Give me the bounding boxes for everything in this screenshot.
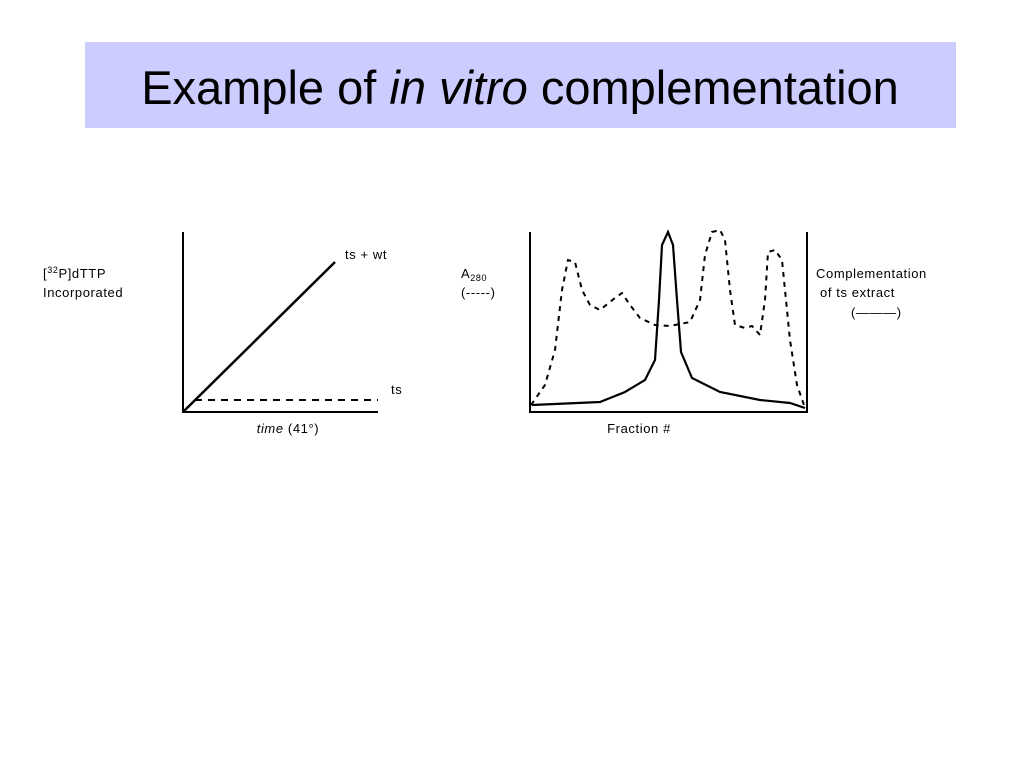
left-diagram: [32P]dTTP Incorporated ts + wt ts time (…	[43, 232, 402, 436]
superscript: 32	[47, 265, 58, 275]
left-label: A280	[461, 266, 487, 283]
dashed-curve	[530, 228, 806, 409]
x-label: time (41°)	[257, 421, 320, 436]
solid-line	[182, 261, 336, 413]
label-text: time	[257, 421, 284, 436]
left-label: (-----)	[461, 285, 496, 300]
label-text: A	[461, 266, 470, 281]
x-label: Fraction #	[607, 421, 671, 436]
label-text: (41°)	[288, 421, 319, 436]
y-label: Incorporated	[43, 285, 123, 300]
right-label: Complementation	[816, 266, 927, 281]
right-label: (———)	[851, 305, 902, 320]
title-text: complementation	[541, 61, 899, 114]
slide-title: Example of in vitro complementation	[141, 61, 899, 114]
right-diagram: A280 (-----) Fraction # Complementation …	[461, 228, 927, 436]
title-box	[85, 42, 956, 128]
label-text: [	[43, 266, 47, 281]
line-label: ts	[391, 382, 402, 397]
right-label: of ts extract	[820, 285, 895, 300]
title-text: Example of	[141, 61, 377, 114]
subscript: 280	[470, 273, 487, 283]
solid-curve	[531, 229, 806, 410]
y-label: [32P]dTTP	[43, 265, 106, 281]
title-italic: in vitro	[389, 61, 527, 114]
line-label: ts + wt	[345, 247, 387, 262]
label-text: P]dTTP	[58, 266, 106, 281]
axes	[529, 232, 808, 413]
